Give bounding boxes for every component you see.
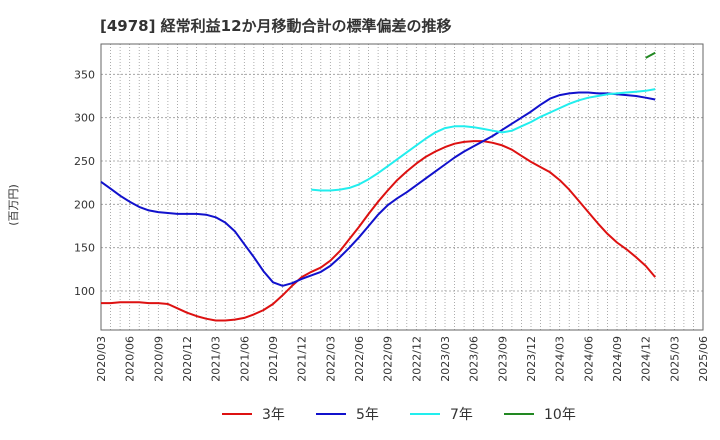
x-tick-label: 2024/06 [582,336,595,382]
chart-title: [4978] 経常利益12か月移動合計の標準偏差の推移 [100,17,452,35]
grid [101,44,703,330]
x-tick-label: 2024/12 [640,336,653,382]
x-tick-label: 2020/06 [124,336,137,382]
x-tick-label: 2025/06 [697,336,710,382]
y-axis-label: (百万円) [7,184,20,226]
series-line-4 [645,51,656,59]
x-tick-label: 2020/03 [95,336,108,382]
y-tick-label: 350 [74,68,95,81]
x-tick-label: 2025/03 [668,336,681,382]
legend-label-3: 7年 [450,407,473,423]
x-tick-label: 2021/03 [210,336,223,382]
x-axis-ticks: 2020/03 2020/06 2020/09 2020/12 2021/03 2021/… [95,336,710,382]
legend-label-2: 5年 [356,407,379,423]
x-tick-label: 2024/03 [554,336,567,382]
legend-label-4: 10年 [544,407,576,423]
legend: 3年 5年 7年 10年 [222,407,576,423]
y-tick-label: 200 [74,198,95,211]
legend-label-1: 3年 [262,407,285,423]
series-lines [100,51,656,322]
x-tick-label: 2022/12 [410,336,423,382]
y-tick-label: 250 [74,155,95,168]
x-tick-label: 2021/12 [296,336,309,382]
y-tick-label: 300 [74,112,95,125]
x-tick-label: 2020/09 [152,336,165,382]
x-tick-label: 2020/12 [181,336,194,382]
x-tick-label: 2021/09 [267,336,280,382]
x-tick-label: 2021/06 [238,336,251,382]
plot-area [100,43,704,331]
x-tick-label: 2022/09 [382,336,395,382]
x-tick-label: 2023/06 [468,336,481,382]
x-tick-label: 2024/09 [611,336,624,382]
series-line-2 [100,91,656,287]
series-line-3 [311,88,656,192]
y-tick-label: 150 [74,242,95,255]
y-tick-label: 100 [74,285,95,298]
x-tick-label: 2022/06 [353,336,366,382]
x-tick-label: 2022/03 [324,336,337,382]
y-axis-ticks: 100 150 200 250 300 350 [74,68,95,298]
x-tick-label: 2023/12 [525,336,538,382]
x-tick-label: 2023/09 [496,336,509,382]
x-tick-label: 2023/03 [439,336,452,382]
series-line-1 [101,140,656,322]
